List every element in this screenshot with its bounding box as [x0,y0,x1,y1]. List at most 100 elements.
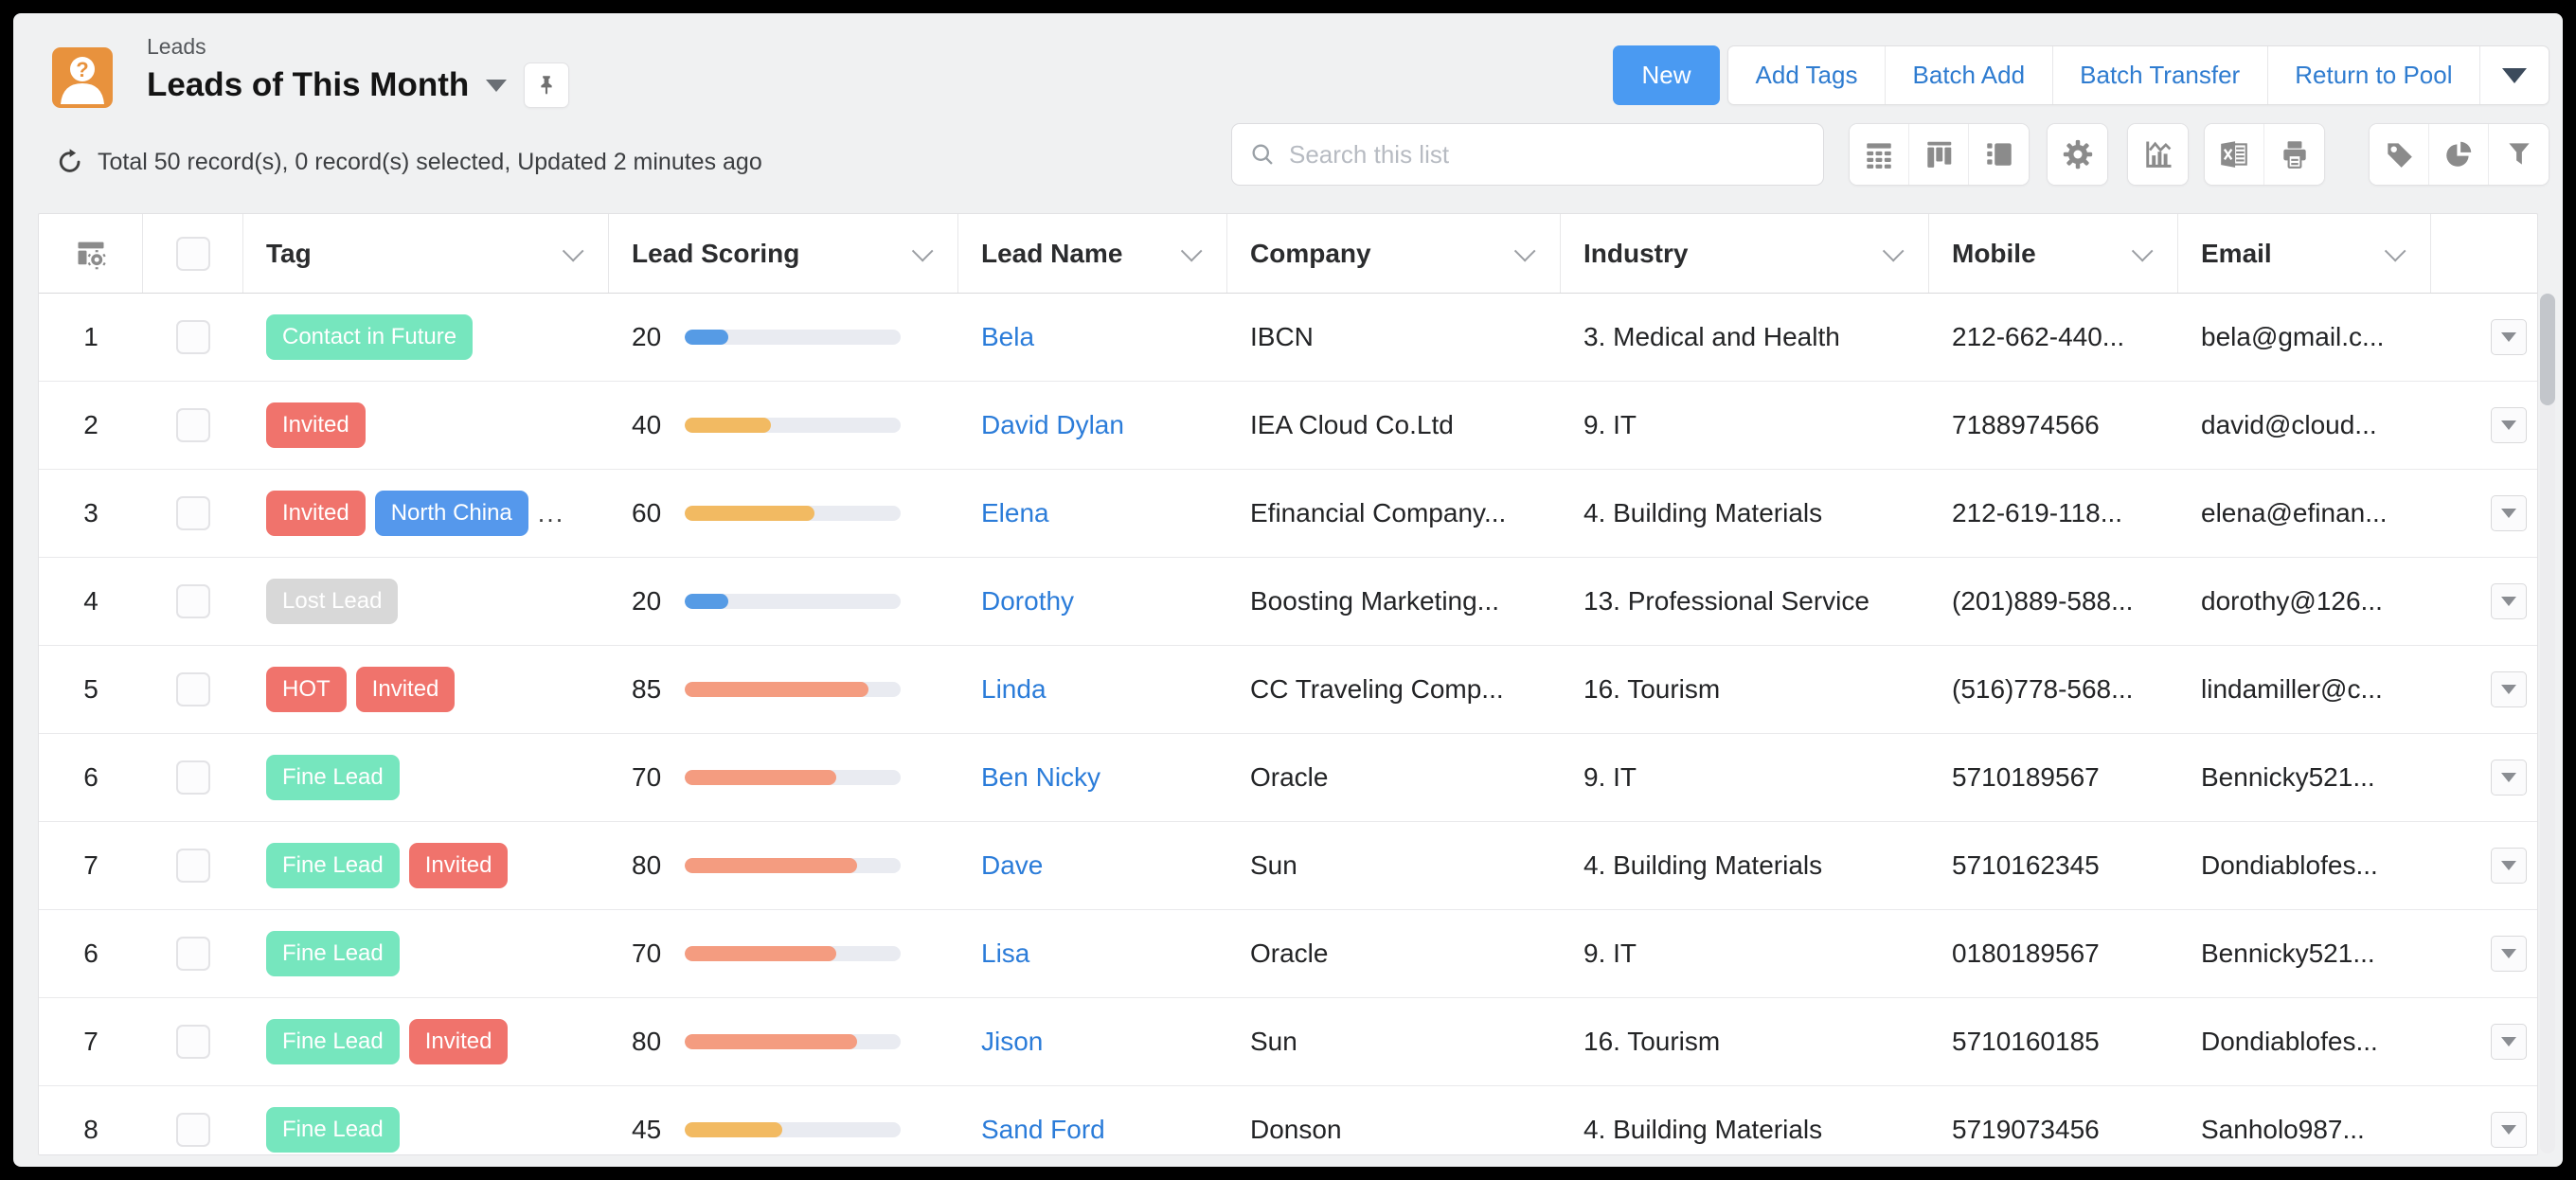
tag-cell: Invited [243,402,609,448]
tag-pill[interactable]: Fine Lead [266,755,400,800]
filter-button[interactable] [2489,124,2549,185]
column-header-lead-name[interactable]: Lead Name [958,214,1227,293]
column-header-industry[interactable]: Industry [1561,214,1929,293]
tag-pill[interactable]: Invited [408,843,509,888]
row-number: 1 [83,322,98,351]
row-checkbox[interactable] [176,408,210,442]
lead-name-link[interactable]: Linda [981,674,1046,704]
row-checkbox[interactable] [176,760,210,795]
tag-overflow[interactable]: ... [537,498,565,527]
table-row[interactable]: 3 Invited North China... 60 Elena Efinanc… [39,470,2537,558]
row-checkbox[interactable] [176,937,210,971]
column-header-email[interactable]: Email [2178,214,2431,293]
tags-button[interactable] [2370,124,2429,185]
table-row[interactable]: 5 HOT Invited 85 Linda CC Traveling Comp.… [39,646,2537,734]
row-checkbox[interactable] [176,849,210,883]
add-tags-button[interactable]: Add Tags [1728,46,1886,104]
refresh-icon[interactable] [55,148,83,176]
lead-name-link[interactable]: Ben Nicky [981,762,1101,792]
row-actions-button[interactable] [2491,760,2527,796]
tag-pill[interactable]: Invited [266,491,366,536]
row-actions-button[interactable] [2491,848,2527,884]
row-actions-button[interactable] [2491,671,2527,707]
table-row[interactable]: 2 Invited 40 David Dylan IEA Cloud Co.Lt… [39,382,2537,470]
kanban-view-button[interactable] [1909,124,1969,185]
table-row[interactable]: 1 Contact in Future 20 Bela IBCN 3. Medi… [39,294,2537,382]
pin-view-button[interactable] [524,63,570,108]
tag-pill[interactable]: Fine Lead [266,843,400,888]
column-header-company[interactable]: Company [1227,214,1561,293]
lead-scoring-cell: 60 [609,498,958,528]
row-checkbox[interactable] [176,584,210,618]
column-header-mobile[interactable]: Mobile [1929,214,2178,293]
row-actions-button[interactable] [2491,407,2527,443]
select-all-checkbox[interactable] [175,236,210,271]
tag-pill[interactable]: Fine Lead [266,1107,400,1153]
pie-chart-button[interactable] [2429,124,2489,185]
scrollbar-thumb[interactable] [2540,294,2555,405]
lead-name-link[interactable]: Sand Ford [981,1115,1105,1144]
chevron-down-icon [2501,1125,2516,1135]
lead-name-link[interactable]: David Dylan [981,410,1124,439]
table-view-button[interactable] [1850,124,1909,185]
export-excel-button[interactable] [2205,124,2264,185]
table-row[interactable]: 7 Fine Lead Invited 80 Dave Sun 4. Buildi… [39,822,2537,910]
lead-name-link[interactable]: Elena [981,498,1049,527]
chevron-down-icon[interactable] [1882,240,1905,261]
row-actions-button[interactable] [2491,583,2527,619]
chevron-down-icon[interactable] [1513,240,1536,261]
row-checkbox[interactable] [176,672,210,706]
row-checkbox[interactable] [176,1025,210,1059]
lead-name-link[interactable]: Dave [981,850,1044,880]
tag-pill[interactable]: Invited [355,667,456,712]
settings-button[interactable] [2048,124,2107,185]
row-actions-button[interactable] [2491,1024,2527,1060]
new-button[interactable]: New [1613,45,1720,105]
row-actions-button[interactable] [2491,319,2527,355]
batch-add-button[interactable]: Batch Add [1886,46,2053,104]
table-row[interactable]: 8 Fine Lead 45 Sand Ford Donson 4. Build… [39,1086,2537,1154]
table-row[interactable]: 6 Fine Lead 70 Ben Nicky Oracle 9. IT 57… [39,734,2537,822]
more-actions-button[interactable] [2480,46,2549,104]
print-button[interactable] [2264,124,2324,185]
tag-pill[interactable]: Fine Lead [266,931,400,976]
row-actions-button[interactable] [2491,936,2527,972]
split-view-button[interactable] [1969,124,2029,185]
tag-pill[interactable]: Contact in Future [266,314,474,360]
table-row[interactable]: 4 Lost Lead 20 Dorothy Boosting Marketin… [39,558,2537,646]
tag-pill[interactable]: HOT [266,667,347,712]
chevron-down-icon[interactable] [562,240,584,261]
vertical-scrollbar[interactable] [2540,294,2555,1153]
column-settings-button[interactable] [39,214,143,293]
row-actions-button[interactable] [2491,495,2527,531]
search-input[interactable] [1289,139,1806,170]
chevron-down-icon[interactable] [1180,240,1203,261]
column-header-tag[interactable]: Tag [243,214,609,293]
lead-name-link[interactable]: Dorothy [981,586,1075,616]
row-checkbox[interactable] [176,496,210,530]
chevron-down-icon[interactable] [2131,240,2154,261]
select-all-cell [143,214,243,293]
row-checkbox[interactable] [176,320,210,354]
table-row[interactable]: 6 Fine Lead 70 Lisa Oracle 9. IT 0180189… [39,910,2537,998]
lead-scoring-cell: 45 [609,1115,958,1145]
chart-button[interactable] [2128,124,2188,185]
lead-name-link[interactable]: Lisa [981,939,1030,968]
tag-pill[interactable]: Invited [266,402,366,448]
lead-name-link[interactable]: Jison [981,1027,1044,1056]
row-checkbox[interactable] [176,1113,210,1147]
chevron-down-icon [2501,597,2516,606]
tag-pill[interactable]: Invited [408,1019,509,1064]
column-header-lead-scoring[interactable]: Lead Scoring [609,214,958,293]
tag-pill[interactable]: Fine Lead [266,1019,400,1064]
return-to-pool-button[interactable]: Return to Pool [2268,46,2481,104]
row-actions-button[interactable] [2491,1112,2527,1148]
chevron-down-icon[interactable] [911,240,934,261]
view-dropdown-icon[interactable] [486,79,508,92]
batch-transfer-button[interactable]: Batch Transfer [2053,46,2268,104]
tag-pill[interactable]: Lost Lead [266,579,399,624]
table-row[interactable]: 7 Fine Lead Invited 80 Jison Sun 16. Tour… [39,998,2537,1086]
lead-name-link[interactable]: Bela [981,322,1035,351]
tag-pill[interactable]: North China [374,491,528,536]
chevron-down-icon[interactable] [2384,240,2406,261]
